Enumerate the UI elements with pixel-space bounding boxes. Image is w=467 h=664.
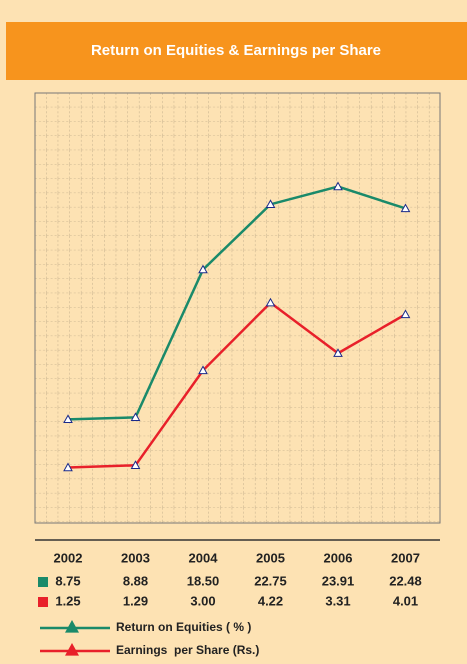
data-point — [400, 203, 411, 213]
value-label: 22.75 — [254, 573, 287, 588]
data-point — [63, 414, 73, 424]
row-swatch — [38, 597, 48, 607]
value-label: 8.88 — [123, 573, 148, 588]
row-swatch — [38, 577, 48, 587]
value-label: 3.00 — [190, 593, 215, 608]
data-point — [400, 309, 411, 319]
value-label: 22.48 — [389, 573, 422, 588]
header-band — [6, 22, 467, 80]
legend-marker — [65, 643, 79, 656]
data-point — [333, 181, 343, 191]
x-tick-label: 2003 — [121, 550, 150, 565]
x-tick-label: 2007 — [391, 550, 420, 565]
x-tick-label: 2006 — [324, 550, 353, 565]
x-tick-label: 2004 — [189, 550, 219, 565]
data-point — [130, 460, 141, 469]
data-point — [198, 264, 208, 274]
chart-title: Return on Equities & Earnings per Share — [91, 42, 381, 59]
value-label: 1.25 — [55, 593, 80, 608]
plot-area — [34, 92, 441, 524]
value-label: 23.91 — [322, 573, 355, 588]
data-point — [333, 348, 343, 357]
data-point — [198, 365, 208, 375]
x-tick-label: 2002 — [54, 550, 83, 565]
series-line — [67, 185, 406, 421]
value-label: 4.01 — [393, 593, 418, 608]
value-label: 8.75 — [55, 573, 80, 588]
data-point — [265, 297, 276, 307]
legend-label: Earnings per Share (Rs.) — [116, 643, 259, 657]
x-tick-label: 2005 — [256, 550, 285, 565]
value-label: 1.29 — [123, 593, 148, 608]
value-label: 4.22 — [258, 593, 283, 608]
value-label: 18.50 — [187, 573, 220, 588]
value-label: 3.31 — [325, 593, 350, 608]
legend-label: Return on Equities ( % ) — [116, 620, 251, 634]
data-point — [63, 462, 73, 472]
data-point — [130, 412, 141, 422]
legend-marker — [65, 620, 79, 633]
series-line — [67, 301, 407, 469]
data-point — [265, 199, 276, 209]
